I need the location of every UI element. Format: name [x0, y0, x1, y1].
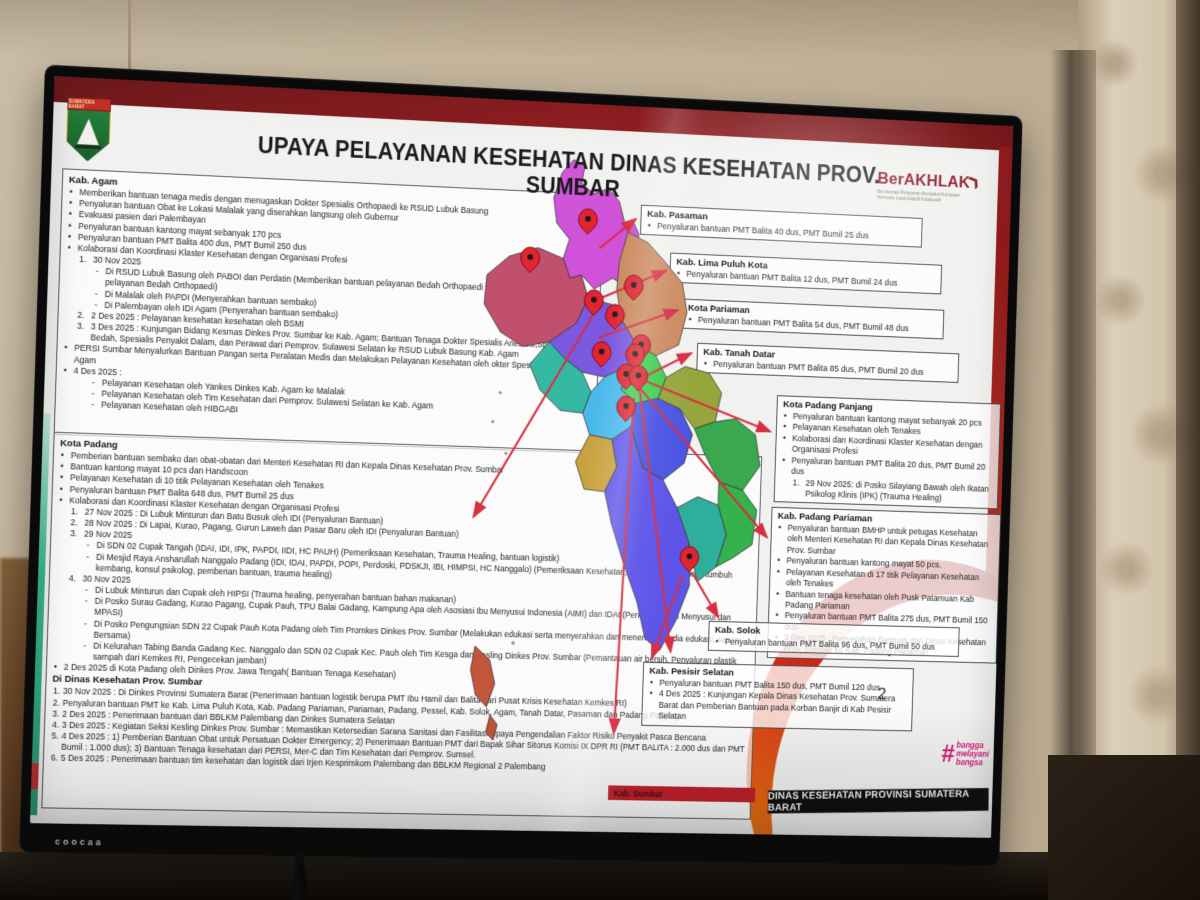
callout-kota-pariaman: Kota Pariaman • Penyaluran bantuan PMT Ba…: [680, 298, 945, 340]
tv-screen: SUMATERA BARAT UPAYA PELAYANAN KESEHATAN…: [30, 76, 1013, 838]
wall-seam: [128, 0, 131, 80]
page-number: 2: [877, 684, 887, 704]
slide-top-band: [53, 75, 1014, 151]
map-label-banner: Kab. Sumbar: [607, 785, 756, 803]
section-box-kab-agam: Kab. Agam • Memberikan bantuan tenaga med…: [53, 168, 604, 454]
callout-kota-padang-panjang: Kota Padang Panjang • Penyaluran bantuan …: [773, 395, 1002, 510]
list-item: • 4 Des 2025 : Kunjungan Kepala Dinas Kes…: [649, 688, 896, 722]
section-list-kota-padang: • Pemberian bantuan sembako dan obat-obat…: [53, 450, 755, 689]
bangga-line: bangsa: [955, 757, 983, 768]
crest-roof-icon: [77, 118, 100, 145]
crest-base: [75, 145, 101, 149]
callout-kab-pesisir-selatan: Kab. Pesisir Selatan • Penyaluran bantuan…: [641, 661, 914, 732]
carved-panel-edge: [1176, 0, 1200, 790]
callout-items: • Penyaluran bantuan kantong mayat sebany…: [780, 411, 994, 506]
slide-left-stripe-red: [31, 763, 39, 790]
crest-ribbon-label: SUMATERA BARAT: [67, 96, 112, 112]
tv-brand-logo: coocaa: [54, 836, 104, 848]
bangga-hash-icon: #: [940, 738, 955, 768]
berakhlak-logo: BerAKHLAK❯ Berorientasi Pelayanan Akunta…: [877, 169, 1014, 208]
cabinet-bottom-right: [1048, 755, 1200, 900]
crest-shield: [66, 110, 111, 163]
callout-items: • Penyaluran bantuan PMT Balita 150 dus, …: [648, 677, 907, 727]
tv-frame: SUMATERA BARAT UPAYA PELAYANAN KESEHATAN…: [19, 64, 1023, 865]
callout-kab-tanah-datar: Kab. Tanah Datar • Penyaluran bantuan PMT…: [696, 342, 960, 384]
section-list-kab-agam: • Memberikan bantuan tenaga medis dengan …: [61, 187, 596, 429]
section-box-kota-padang: Kota Padang • Pemberian bantuan sembako d…: [41, 431, 763, 820]
callout-kab-solok: Kab. Solok • Penyaluran bantuan PMT Balit…: [707, 620, 960, 658]
bangga-melayani-bangsa-logo: # bangga melayani bangsa: [941, 739, 990, 770]
sumbar-crest-logo: SUMATERA BARAT: [66, 96, 112, 163]
presentation-slide: SUMATERA BARAT UPAYA PELAYANAN KESEHATAN…: [30, 76, 1013, 838]
wall-shadow: [0, 0, 1200, 60]
footer-banner: DINAS KESEHATAN PROVINSI SUMATERA BARAT: [767, 787, 989, 814]
tv-side-shadow: [1050, 50, 1096, 790]
callout-kab-lima-puluh-kota: Kab. Lima Puluh Kota • Penyaluran bantuan…: [669, 252, 943, 295]
